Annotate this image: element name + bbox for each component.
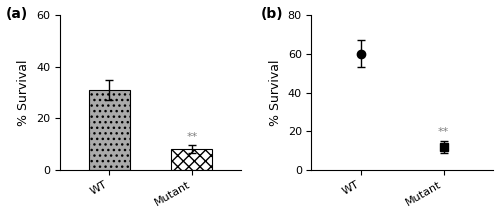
Y-axis label: % Survival: % Survival <box>269 59 282 126</box>
Text: (a): (a) <box>6 8 28 22</box>
Text: **: ** <box>186 132 198 141</box>
Text: (b): (b) <box>260 8 283 22</box>
Y-axis label: % Survival: % Survival <box>18 59 30 126</box>
Bar <box>171 149 212 170</box>
Text: **: ** <box>438 127 449 137</box>
Bar <box>88 90 130 170</box>
